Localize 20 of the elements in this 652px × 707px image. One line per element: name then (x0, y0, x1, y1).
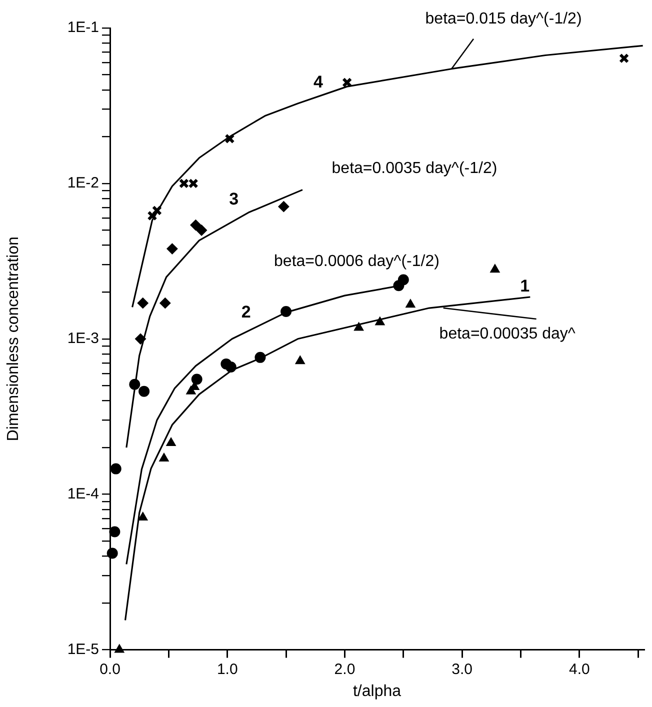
annotation: beta=0.0006 day^(-1/2) (274, 252, 440, 270)
annotation: beta=0.015 day^(-1/2) (425, 10, 582, 28)
x-tick-label: 2.0 (334, 660, 356, 678)
y-tick-label: 1E-1 (67, 19, 99, 36)
y-tick-label: 1E-2 (67, 174, 99, 192)
annotation: beta=0.00035 day^ (439, 325, 576, 342)
y-tick-label: 1E-5 (67, 640, 99, 658)
annotation: 4 (314, 72, 324, 92)
annotation: beta=0.0035 day^(-1/2) (332, 160, 498, 178)
x-tick-label: 1.0 (216, 660, 238, 678)
annotation: 2 (241, 302, 251, 322)
x-tick-label: 4.0 (569, 660, 590, 678)
y-tick-label: 1E-4 (67, 485, 99, 502)
y-tick-label: 1E-3 (67, 330, 99, 348)
y-axis-title: Dimensionless concentration (5, 236, 22, 442)
x-tick-label: 0.0 (100, 660, 120, 678)
x-tick-label: 3.0 (452, 660, 473, 678)
annotation: 1 (520, 276, 530, 296)
x-axis-title: t/alpha (352, 682, 402, 700)
annotation: 3 (229, 189, 239, 208)
